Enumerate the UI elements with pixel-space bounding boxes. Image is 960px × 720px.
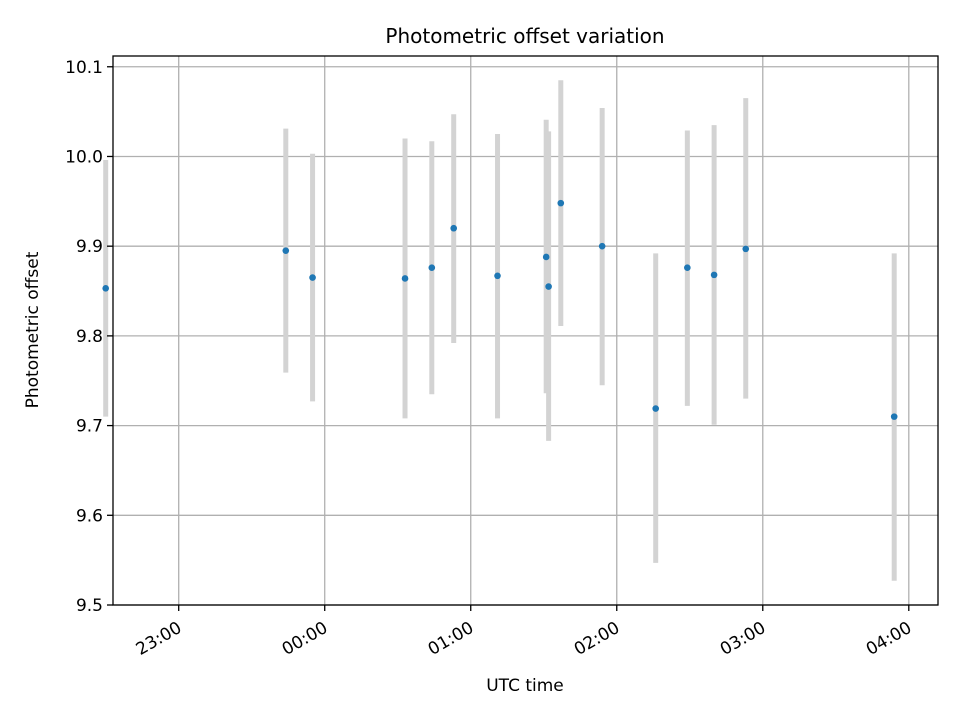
data-point xyxy=(542,253,550,261)
data-point xyxy=(450,224,458,232)
y-tick-label: 9.7 xyxy=(76,417,103,437)
x-axis-ticks: 23:00 00:00 01:00 02:00 03:00 04:00 xyxy=(133,605,915,660)
y-tick-label: 9.8 xyxy=(76,327,103,347)
data-point xyxy=(710,271,718,279)
data-point xyxy=(557,199,565,207)
data-point xyxy=(428,264,436,272)
data-point xyxy=(890,413,898,420)
x-axis-label: UTC time xyxy=(486,676,564,696)
data-point xyxy=(282,247,290,254)
x-tick-label: 00:00 xyxy=(279,618,331,660)
grid-layer xyxy=(113,56,938,606)
y-axis-ticks: 9.5 9.6 9.7 9.8 9.9 10.0 10.1 xyxy=(65,58,113,616)
x-tick-label: 04:00 xyxy=(863,618,915,660)
data-point xyxy=(102,285,109,292)
x-tick-label: 23:00 xyxy=(133,618,185,660)
errorbar-layer xyxy=(103,80,897,581)
plot-frame xyxy=(112,55,939,606)
y-tick-label: 10.1 xyxy=(65,58,103,78)
y-tick-label: 9.6 xyxy=(76,506,103,526)
chart-title: Photometric offset variation xyxy=(385,24,664,48)
data-point xyxy=(401,275,409,282)
x-tick-label: 01:00 xyxy=(425,618,477,660)
y-tick-label: 9.9 xyxy=(76,237,103,257)
y-axis-label: Photometric offset xyxy=(23,251,43,408)
data-point xyxy=(309,274,316,281)
y-tick-label: 9.5 xyxy=(76,596,103,616)
x-tick-label: 03:00 xyxy=(717,618,769,660)
data-point xyxy=(545,283,552,290)
y-tick-label: 10.0 xyxy=(65,147,103,167)
data-point xyxy=(494,272,501,280)
data-point xyxy=(742,245,750,253)
data-point xyxy=(684,264,691,272)
x-tick-label: 02:00 xyxy=(571,618,623,660)
point-layer xyxy=(102,199,898,420)
data-point xyxy=(652,405,659,412)
data-point xyxy=(598,242,606,250)
